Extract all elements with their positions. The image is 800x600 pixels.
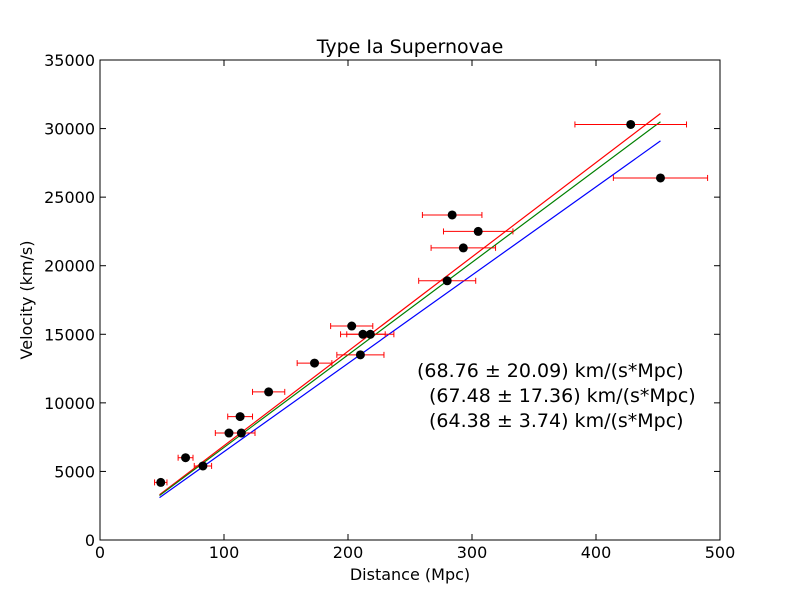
data-point	[655, 173, 665, 183]
data-point	[458, 243, 468, 253]
y-tick-label: 35000	[44, 51, 95, 70]
x-tick-label: 100	[209, 543, 240, 562]
y-tick-label: 10000	[44, 394, 95, 413]
annotation-fit-3: (64.38 ± 3.74) km/(s*Mpc)	[429, 410, 684, 432]
y-axis-ticks: 0 5000 10000 15000 20000 25000 30000 35000	[44, 51, 720, 550]
data-point	[473, 226, 483, 236]
x-tick-label: 300	[457, 543, 488, 562]
data-point	[365, 329, 375, 339]
fit-line	[159, 113, 661, 496]
fit-line	[159, 121, 661, 497]
plot-area-frame	[99, 59, 721, 541]
annotation-fit-2: (67.48 ± 17.36) km/(s*Mpc)	[429, 385, 696, 407]
y-axis-label: Velocity (km/s)	[17, 241, 36, 360]
y-tick-label: 5000	[54, 462, 95, 481]
x-tick-label: 500	[705, 543, 736, 562]
data-point	[235, 412, 245, 422]
fit-lines	[159, 113, 661, 499]
y-tick-label: 25000	[44, 188, 95, 207]
x-tick-label: 200	[333, 543, 364, 562]
data-point	[264, 387, 274, 397]
data-point	[198, 461, 208, 471]
data-point	[442, 276, 452, 286]
data-points	[156, 119, 665, 487]
annotation-fit-1: (68.76 ± 20.09) km/(s*Mpc)	[417, 360, 684, 382]
data-point	[224, 428, 234, 438]
data-point	[181, 453, 191, 463]
data-point	[358, 329, 368, 339]
y-tick-label: 30000	[44, 120, 95, 139]
fit-line	[159, 140, 661, 499]
y-tick-label: 0	[85, 531, 95, 550]
x-tick-label: 0	[95, 543, 105, 562]
data-point	[156, 477, 166, 487]
data-point	[626, 119, 636, 129]
y-tick-label: 15000	[44, 325, 95, 344]
data-point	[347, 321, 357, 331]
x-axis-label: Distance (Mpc)	[350, 565, 470, 584]
chart-title: Type Ia Supernovae	[316, 36, 504, 58]
data-point	[447, 210, 457, 220]
x-axis-ticks: 0 100 200 300 400 500	[95, 60, 735, 562]
x-tick-label: 400	[581, 543, 612, 562]
data-point	[355, 350, 365, 360]
y-tick-label: 20000	[44, 257, 95, 276]
data-point	[310, 358, 320, 368]
data-point	[236, 428, 246, 438]
